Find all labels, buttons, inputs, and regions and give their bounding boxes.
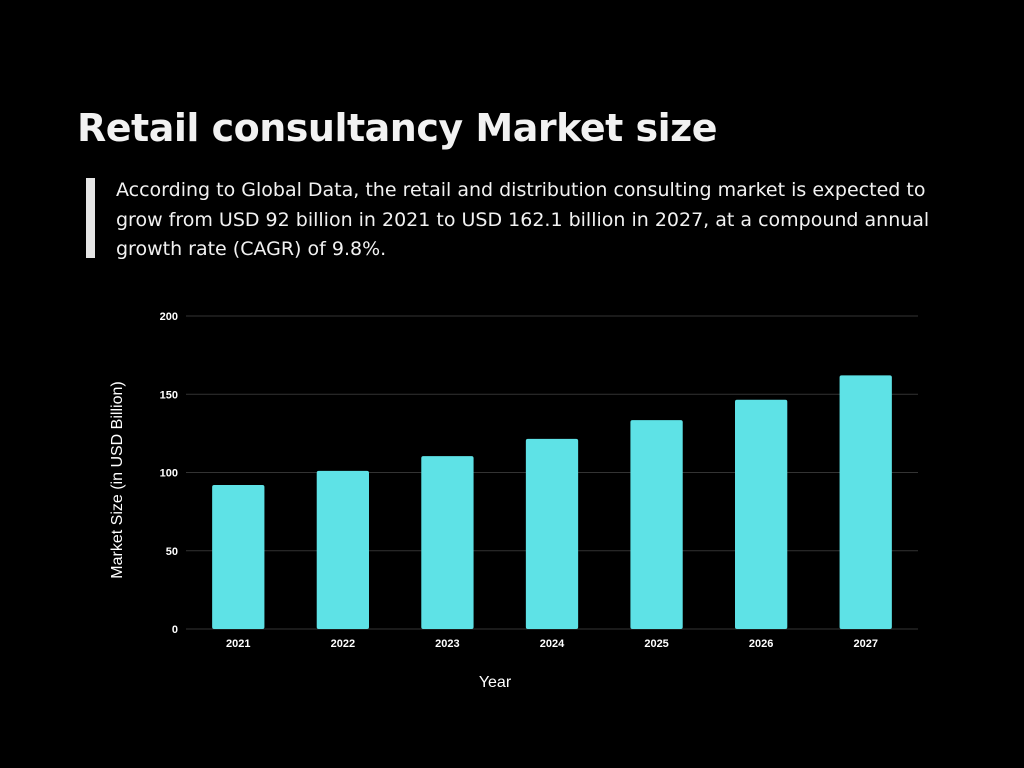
y-axis-title: Market Size (in USD Billion) — [109, 381, 126, 578]
bar-2021 — [212, 485, 265, 629]
bar-2024 — [525, 438, 579, 629]
y-tick-label: 150 — [160, 389, 178, 401]
bar-2025 — [630, 420, 683, 629]
description-text: According to Global Data, the retail and… — [116, 179, 930, 260]
page-title: Retail consultancy Market size — [77, 106, 718, 150]
bar-2026 — [735, 399, 788, 629]
x-tick-label: 2022 — [331, 638, 355, 650]
bars — [212, 375, 892, 629]
x-tick-label: 2026 — [749, 638, 773, 650]
y-tick-label: 50 — [166, 546, 178, 558]
x-tick-label: 2023 — [435, 638, 459, 650]
x-axis-title: Year — [479, 674, 512, 691]
x-tick-label: 2027 — [853, 638, 877, 650]
bar-2022 — [316, 470, 369, 629]
bar-2027 — [839, 375, 892, 629]
x-tick-label: 2025 — [644, 638, 668, 650]
x-tick-label: 2024 — [540, 638, 565, 650]
y-tick-labels: 0 50 100 150 200 — [160, 311, 178, 636]
y-tick-label: 0 — [172, 624, 178, 636]
y-tick-label: 100 — [160, 468, 178, 480]
x-tick-label: 2021 — [226, 638, 250, 650]
x-tick-labels: 2021 2022 2023 2024 2025 2026 2027 — [226, 638, 878, 650]
quote-bar — [86, 178, 95, 258]
y-tick-label: 200 — [160, 311, 178, 323]
bar-2023 — [421, 456, 474, 629]
